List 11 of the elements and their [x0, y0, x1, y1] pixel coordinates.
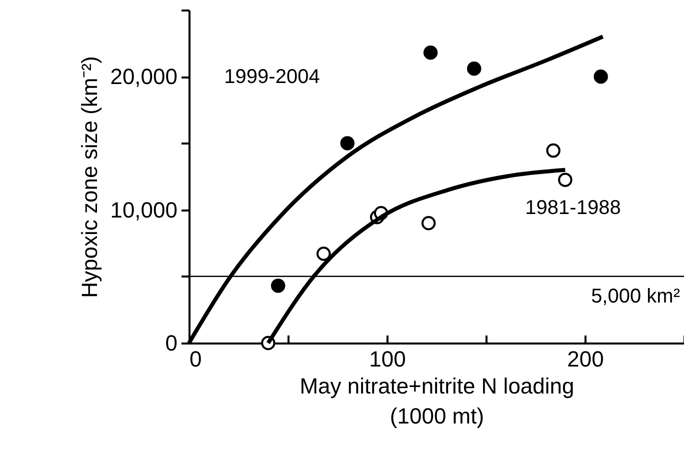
- x-tick-label: 100: [369, 346, 406, 372]
- ref-line-label: 5,000 km²: [591, 285, 680, 308]
- annotation: 1999-2004: [224, 66, 320, 88]
- y-tick-label: 20,000: [110, 64, 178, 90]
- y-tick-label: 0: [165, 330, 178, 356]
- y-axis-title: Hypoxic zone size (km⁻²): [77, 56, 102, 298]
- x-axis-title: May nitrate+nitrite N loading (1000 mt): [300, 374, 574, 428]
- y-tick-label: 10,000: [110, 197, 178, 222]
- annotation: 1981-1988: [525, 197, 621, 219]
- x-tick-label: 200: [567, 346, 604, 372]
- x-tick-label: 0: [190, 346, 202, 372]
